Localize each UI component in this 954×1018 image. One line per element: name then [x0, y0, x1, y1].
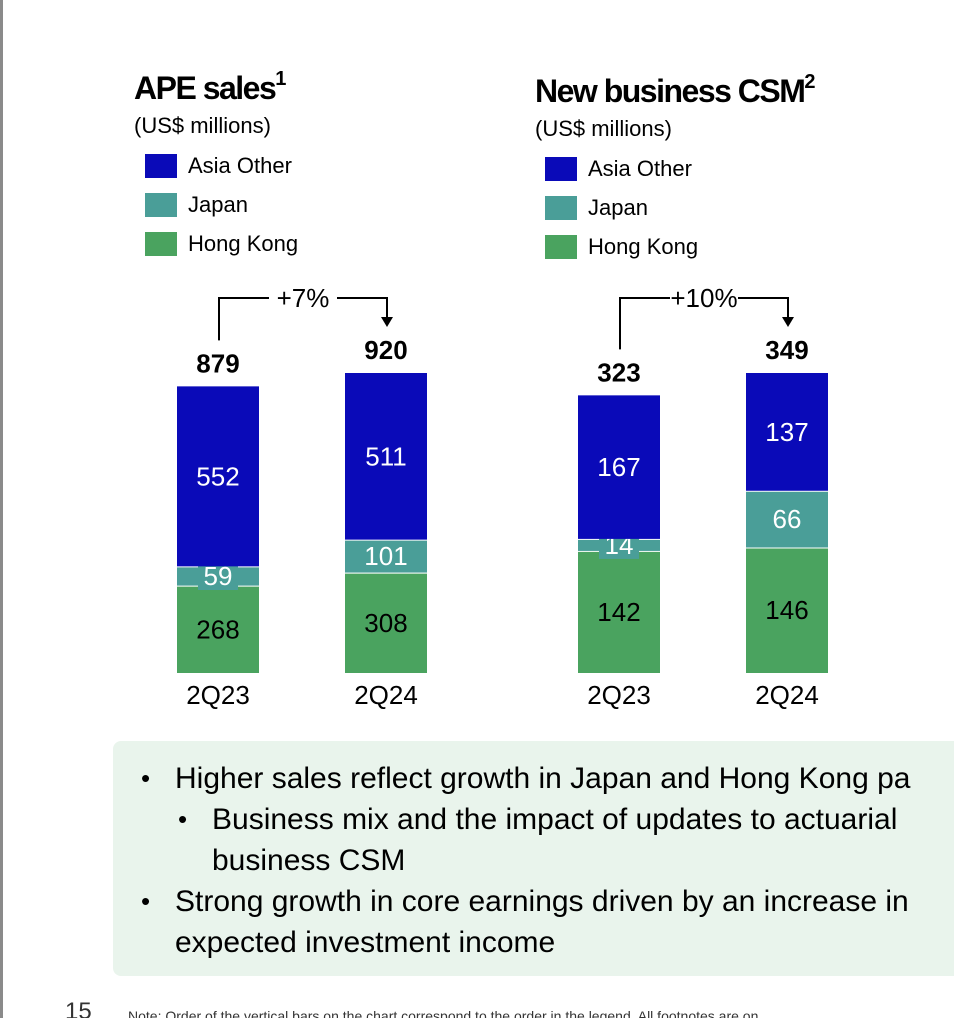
bullet-text: Strong growth in core earnings driven by… — [175, 885, 909, 918]
bullet-text-continuation: expected investment income — [175, 926, 556, 959]
page-number: 15 — [65, 998, 92, 1018]
bar-segment-hong-kong — [578, 550, 660, 673]
ape-sales-title-text: APE sales — [134, 70, 277, 106]
total-label: 349 — [765, 335, 808, 365]
growth-connector-right — [337, 297, 388, 319]
category-label: 2Q23 — [587, 680, 651, 710]
bullet-dot-icon: • — [141, 886, 151, 916]
commentary-box: • Higher sales reflect growth in Japan a… — [113, 741, 954, 976]
ape-sales-footnote-marker: 1 — [275, 68, 287, 90]
bar-segment-hong-kong — [177, 585, 259, 673]
legend-label: Japan — [588, 195, 648, 220]
bar-segment-asia-other — [177, 386, 259, 567]
legend-label: Asia Other — [588, 156, 692, 181]
growth-connector-left — [619, 297, 670, 350]
arrow-down-icon — [381, 317, 393, 327]
growth-connector-right — [738, 297, 789, 319]
data-label-background — [198, 561, 238, 590]
legend-label: Japan — [188, 192, 248, 217]
bullet-text: Higher sales reflect growth in Japan and… — [175, 762, 911, 795]
bar-segment-hong-kong — [746, 547, 828, 673]
data-label: 146 — [765, 595, 808, 625]
legend-swatch-asia-other — [145, 154, 177, 178]
ape-sales-title: APE sales1 — [134, 68, 286, 107]
data-label: 308 — [364, 608, 407, 638]
csm-subtitle: (US$ millions) — [535, 116, 672, 141]
total-label: 879 — [196, 348, 239, 378]
bar-segment-japan — [746, 490, 828, 548]
footnote: Note: Order of the vertical bars on the … — [128, 1008, 759, 1018]
data-label: 552 — [196, 461, 239, 491]
data-label: 268 — [196, 614, 239, 644]
bar-segment-asia-other — [746, 373, 828, 491]
growth-connector-left — [218, 297, 269, 341]
legend-label: Hong Kong — [188, 231, 299, 256]
bar-segment-asia-other — [578, 395, 660, 539]
legend-label: Hong Kong — [588, 234, 699, 259]
bar-segment-hong-kong — [345, 572, 427, 673]
bar-segment-asia-other — [345, 373, 427, 540]
csm-footnote-marker: 2 — [804, 71, 816, 93]
csm-title: New business CSM2 — [535, 71, 816, 110]
growth-label: +10% — [670, 283, 737, 313]
growth-label: +7% — [277, 283, 330, 313]
legend-swatch-hong-kong — [145, 232, 177, 256]
legend-swatch-asia-other — [545, 157, 577, 181]
left-border — [0, 0, 3, 1018]
bullet-text: Business mix and the impact of updates t… — [212, 803, 898, 836]
legend-swatch-hong-kong — [545, 235, 577, 259]
arrow-down-icon — [782, 317, 794, 327]
legend-label: Asia Other — [188, 153, 292, 178]
legend-swatch-japan — [145, 193, 177, 217]
data-label: 167 — [597, 452, 640, 482]
data-label: 66 — [773, 504, 802, 534]
bullet-text-continuation: business CSM — [212, 844, 406, 877]
category-label: 2Q24 — [354, 680, 418, 710]
ape-sales-subtitle: (US$ millions) — [134, 113, 271, 138]
csm-title-text: New business CSM — [535, 73, 806, 109]
data-label: 137 — [765, 417, 808, 447]
bar-segment-japan — [345, 539, 427, 573]
category-label: 2Q24 — [755, 680, 819, 710]
legend-swatch-japan — [545, 196, 577, 220]
total-label: 920 — [364, 335, 407, 365]
data-label: 101 — [364, 541, 407, 571]
data-label: 142 — [597, 597, 640, 627]
total-label: 323 — [597, 357, 640, 387]
category-label: 2Q23 — [186, 680, 250, 710]
data-label: 511 — [365, 441, 406, 471]
bullet-dot-icon: • — [178, 804, 188, 834]
bullet-dot-icon: • — [141, 763, 151, 793]
